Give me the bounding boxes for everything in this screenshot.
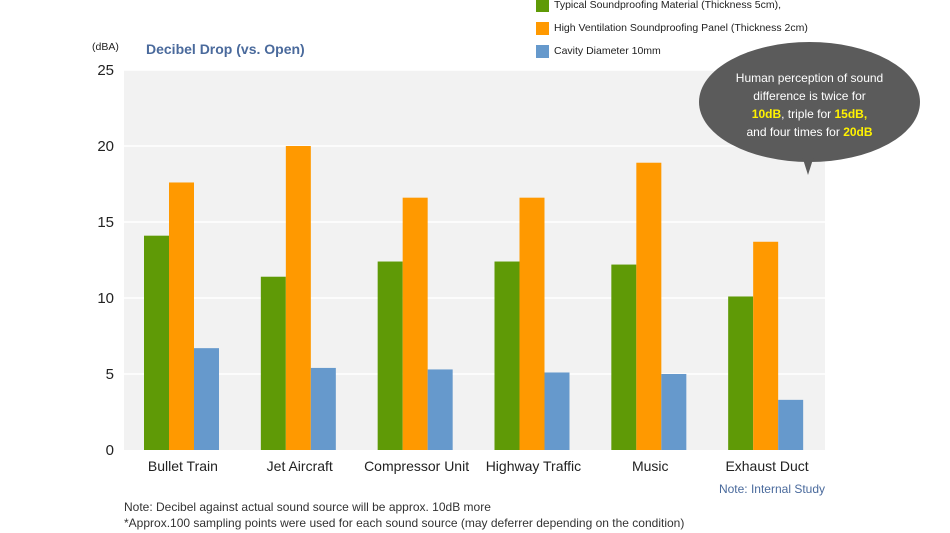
bubble-highlight-15db: 15dB, xyxy=(834,107,868,121)
bar xyxy=(260,276,286,450)
y-tick-label: 15 xyxy=(97,214,114,231)
bars xyxy=(144,146,804,451)
y-tick-label: 0 xyxy=(106,442,114,459)
bubble-highlight-20db: 20dB xyxy=(843,125,873,139)
x-tick-label: Jet Aircraft xyxy=(267,458,333,474)
x-tick-label: Exhaust Duct xyxy=(725,458,808,474)
y-axis-unit: (dBA) xyxy=(92,41,119,53)
x-tick-label: Bullet Train xyxy=(148,458,218,474)
bubble-line-2: difference is twice for xyxy=(753,89,866,103)
x-tick-label: Compressor Unit xyxy=(364,458,469,474)
annotation-bubble-tail xyxy=(802,156,814,175)
y-tick-label: 25 xyxy=(97,62,114,79)
plot-background xyxy=(124,70,825,450)
chart-title: Decibel Drop (vs. Open) xyxy=(146,41,305,57)
footnote-2: *Approx.100 sampling points were used fo… xyxy=(124,516,685,530)
bubble-line-3: 10dB, triple for 15dB, xyxy=(699,105,920,123)
annotation-bubble: Human perception of sound difference is … xyxy=(699,42,920,162)
bar xyxy=(636,162,662,450)
bar xyxy=(427,369,453,450)
x-tick-label: Highway Traffic xyxy=(486,458,581,474)
bar xyxy=(728,296,754,450)
y-tick-label: 5 xyxy=(106,366,114,383)
bubble-highlight-10db: 10dB xyxy=(751,107,782,121)
legend-swatch-cavity xyxy=(536,45,549,58)
bar xyxy=(144,235,169,450)
bar xyxy=(402,197,428,450)
bar xyxy=(169,182,194,451)
bar xyxy=(753,241,779,450)
legend-swatch-high-ventilation xyxy=(536,22,549,35)
bar xyxy=(310,367,336,450)
legend-swatch-typical xyxy=(536,0,549,12)
legend-label-typical: Typical Soundproofing Material (Thicknes… xyxy=(554,0,782,11)
source-note: Note: Internal Study xyxy=(718,482,825,496)
y-tick-label: 10 xyxy=(97,290,114,307)
bubble-line-3-mid: , triple for xyxy=(781,107,835,121)
y-tick-label: 20 xyxy=(97,138,114,155)
bar xyxy=(377,261,403,450)
legend-label-cavity: Cavity Diameter 10mm xyxy=(554,45,661,57)
bar xyxy=(194,348,219,450)
bubble-line-1: Human perception of sound xyxy=(735,71,884,85)
bar xyxy=(661,374,687,450)
bar xyxy=(611,264,637,450)
legend-label-high-ventilation: High Ventilation Soundproofing Panel (Th… xyxy=(554,22,808,34)
bar xyxy=(544,372,570,450)
x-tick-label: Music xyxy=(632,458,669,474)
footnote-1: Note: Decibel against actual sound sourc… xyxy=(124,500,491,514)
bubble-line-4: and four times for 20dB xyxy=(699,123,920,141)
x-axis: Bullet Train Jet Aircraft Compressor Unit H… xyxy=(148,458,809,474)
bar xyxy=(494,261,520,450)
y-axis: 0 5 10 15 20 25 xyxy=(97,62,114,459)
bar xyxy=(778,399,804,450)
bubble-line-4-prefix: and four times for xyxy=(746,125,844,139)
bar xyxy=(519,197,545,450)
bar xyxy=(285,146,311,450)
plot-area xyxy=(124,69,825,450)
